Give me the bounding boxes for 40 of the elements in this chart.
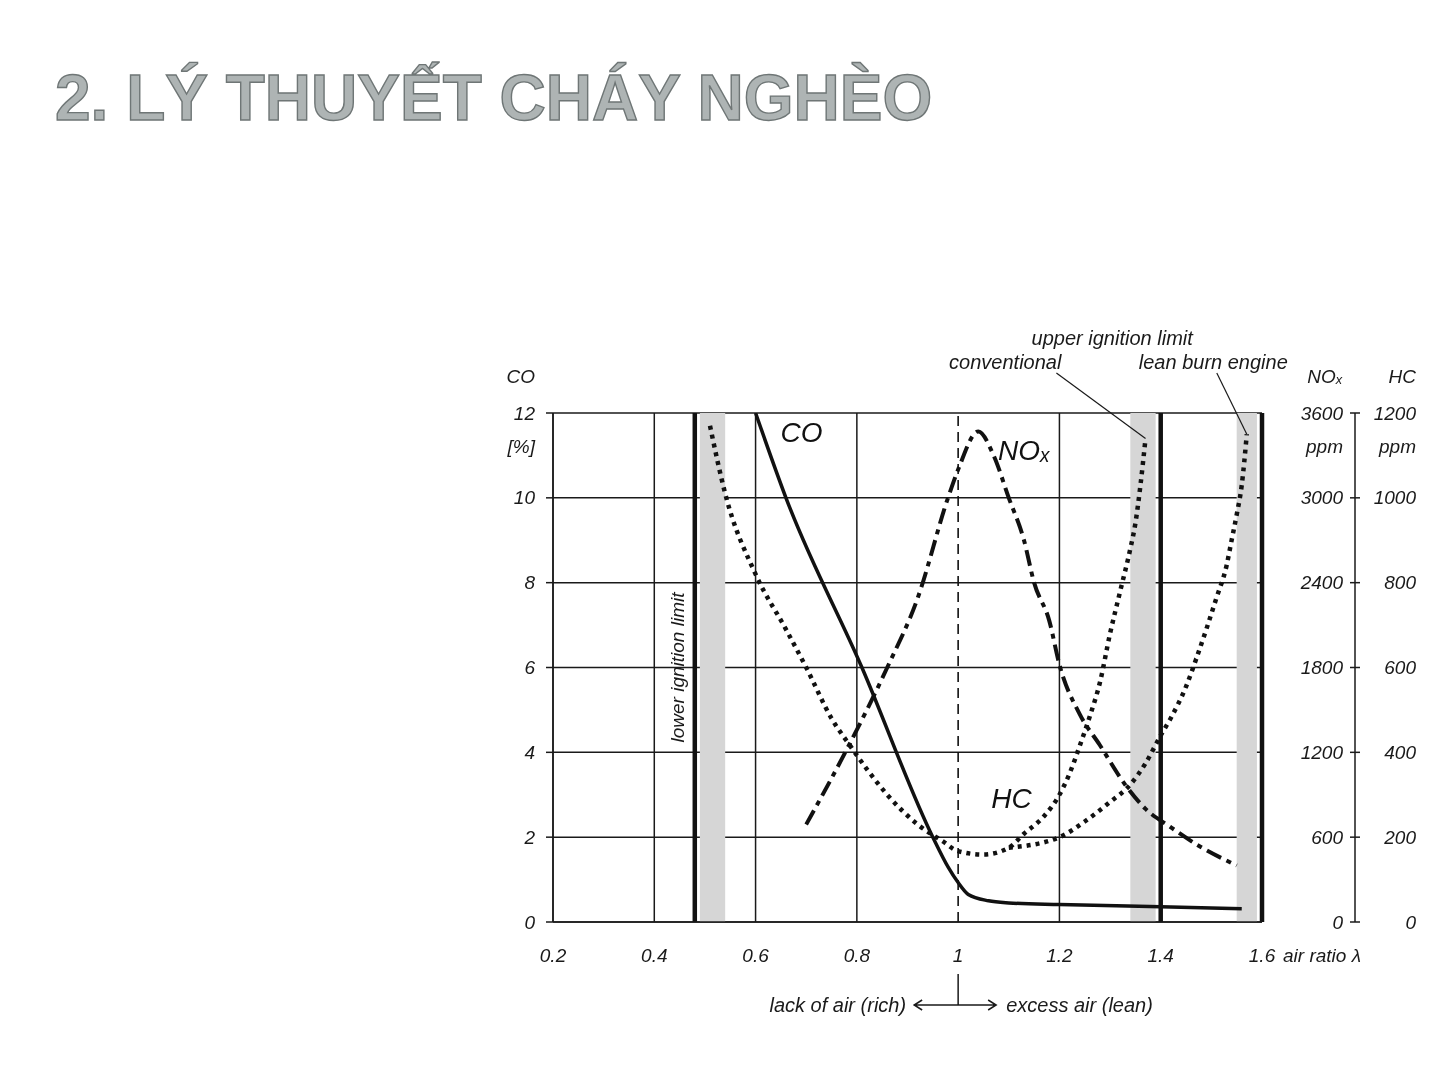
- x-tick-label: 1: [952, 944, 964, 966]
- y-tick-label: 0: [524, 911, 536, 933]
- x-tick-label: 1.6: [1248, 944, 1276, 966]
- x-tick-label: 1.4: [1147, 944, 1174, 966]
- chart-title: 2. LÝ THUYẾT CHÁY NGHÈO: [55, 62, 933, 134]
- y-tick-label: 6: [524, 657, 536, 678]
- x-tick-label: 0.6: [742, 944, 770, 966]
- x-tick-label: 0.8: [843, 944, 871, 966]
- y2-tick-label: 1800: [1300, 657, 1344, 678]
- y3-tick-label: 200: [1383, 826, 1417, 848]
- x-axis-title: air ratio λ: [1283, 944, 1361, 966]
- y3-tick-label: 1000: [1373, 487, 1417, 509]
- y-tick-label: 8: [524, 572, 536, 594]
- ref-line-label: lower ignition limit: [666, 591, 688, 743]
- x-tick-label: 1.2: [1046, 944, 1074, 966]
- y-tick-label: 10: [513, 487, 536, 509]
- y3-tick-label: 0: [1405, 911, 1417, 933]
- series-label: CO: [780, 416, 823, 448]
- text: lack of air (rich): [769, 994, 907, 1016]
- y2-tick-label: 3000: [1300, 487, 1344, 509]
- y3-tick-label: 400: [1384, 741, 1417, 763]
- y2-tick-label: 3600: [1300, 402, 1344, 424]
- series-label: HC: [991, 782, 1033, 814]
- y2-tick-label: 600: [1311, 826, 1344, 848]
- y2-tick-label: 0: [1332, 911, 1344, 933]
- text: upper ignition limit: [1031, 327, 1195, 349]
- y-tick-label: 12: [513, 402, 536, 424]
- series-label: NOₓ: [998, 434, 1051, 466]
- annotation: conventional: [949, 351, 1062, 373]
- y3-tick-label: 800: [1384, 572, 1417, 594]
- y2-tick-label: 2400: [1299, 572, 1344, 594]
- y-tick-label: 2: [523, 826, 536, 848]
- text: excess air (lean): [1006, 994, 1153, 1016]
- annotation: lean burn engine: [1138, 351, 1288, 373]
- x-tick-label: 0.2: [539, 944, 567, 966]
- y3-tick-label: 600: [1384, 657, 1417, 678]
- x-tick-label: 0.4: [641, 944, 668, 966]
- y-tick-label: 4: [524, 741, 535, 763]
- y3-tick-label: 1200: [1373, 402, 1417, 424]
- y2-tick-label: 1200: [1300, 741, 1344, 763]
